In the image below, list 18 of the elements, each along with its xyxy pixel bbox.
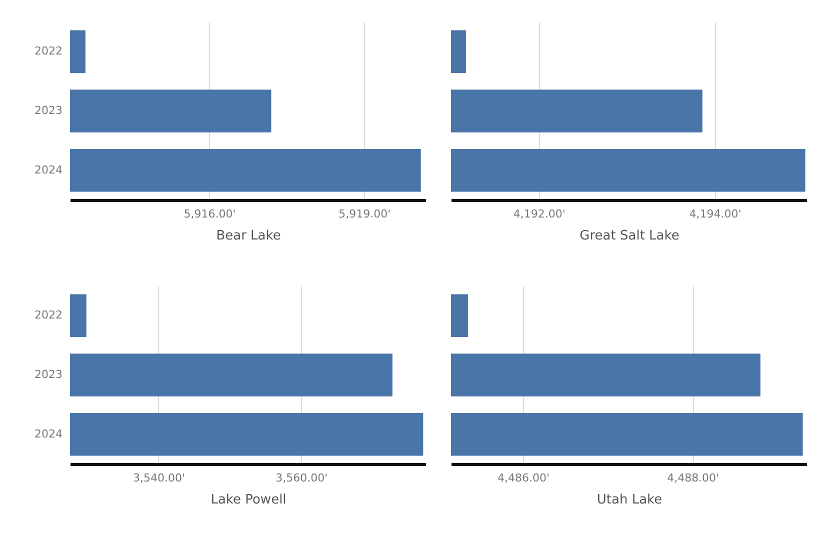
x-axis-title: Great Salt Lake [580,228,680,244]
y-tick-label: 2023 [34,368,62,381]
x-axis-title: Lake Powell [210,492,286,508]
x-axis-title: Utah Lake [596,492,662,508]
y-tick-label: 2023 [34,104,62,117]
x-tick-label: 3,540.00' [132,472,185,484]
x-tick-label: 3,560.00' [276,472,328,484]
x-axis-title: Bear Lake [216,228,281,244]
x-tick-label: 4,486.00' [498,472,550,484]
x-tick-label: 4,192.00' [513,208,566,220]
y-tick-label: 2024 [34,163,62,176]
x-tick-label: 4,488.00' [667,472,720,484]
x-tick-label: 5,919.00' [338,208,391,220]
x-tick-label: 5,916.00' [184,208,236,220]
y-tick-label: 2022 [34,308,62,322]
y-tick-label: 2022 [34,44,62,58]
y-tick-label: 2024 [34,427,62,440]
x-tick-label: 4,194.00' [689,208,742,220]
